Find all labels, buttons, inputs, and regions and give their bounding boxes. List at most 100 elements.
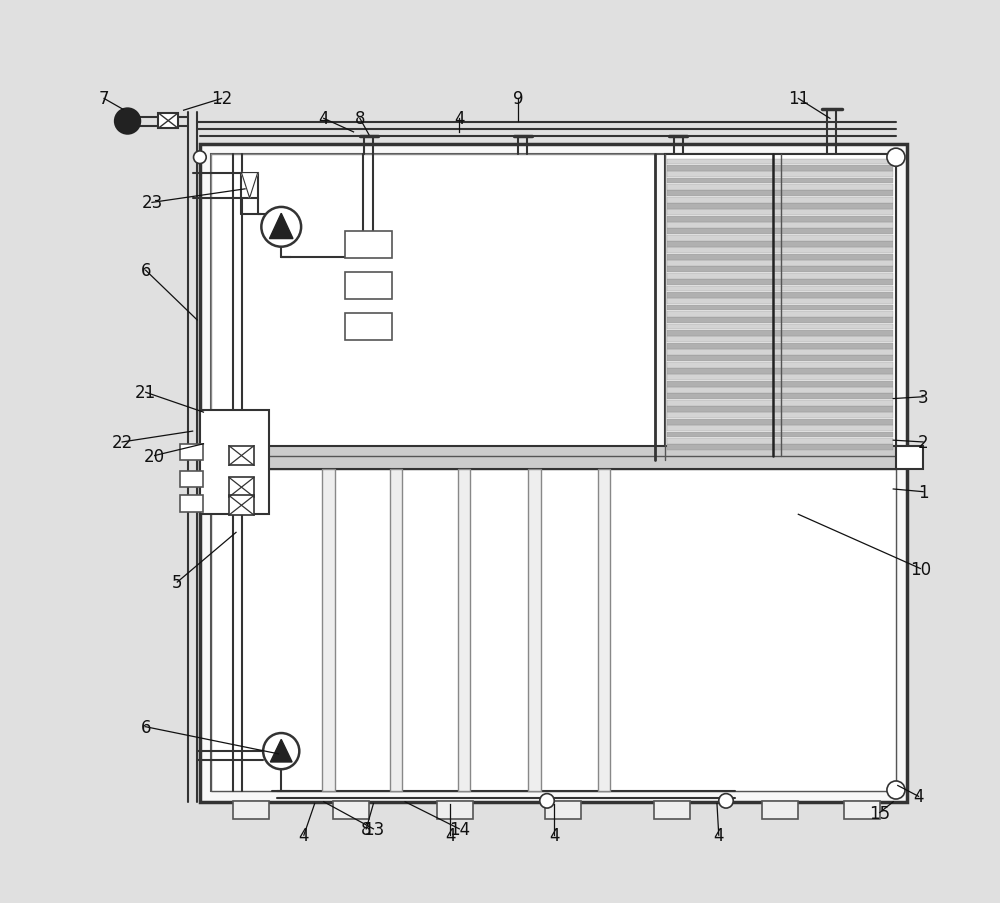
Bar (390, 470, 402, 791)
Bar (667, 425, 893, 432)
Text: 4: 4 (318, 110, 329, 128)
Text: 22: 22 (112, 433, 133, 452)
Bar (667, 210, 893, 216)
Bar (667, 159, 893, 165)
Bar (180, 496, 203, 512)
Bar (667, 381, 893, 387)
Bar (667, 438, 893, 444)
Text: 6: 6 (140, 262, 151, 280)
Text: 9: 9 (513, 90, 523, 108)
Text: 4: 4 (299, 826, 309, 844)
Bar (528, 470, 541, 791)
Text: 7: 7 (99, 90, 109, 108)
Text: 12: 12 (211, 90, 232, 108)
Text: 4: 4 (714, 826, 724, 844)
Bar (667, 198, 893, 203)
Bar (598, 470, 610, 791)
Bar (458, 470, 470, 791)
Text: 21: 21 (135, 384, 156, 402)
Circle shape (887, 149, 905, 167)
Text: 2: 2 (918, 433, 928, 452)
Bar (667, 394, 893, 400)
Bar (667, 267, 893, 273)
Text: 6: 6 (140, 718, 151, 736)
Bar (667, 236, 893, 241)
Bar (667, 255, 893, 260)
Bar (667, 330, 893, 337)
Bar (667, 191, 893, 197)
Polygon shape (269, 214, 293, 239)
Circle shape (719, 794, 733, 808)
Bar (229, 478, 254, 498)
Circle shape (887, 781, 905, 799)
Bar (667, 318, 893, 324)
Text: 4: 4 (445, 826, 456, 844)
Bar (667, 368, 893, 375)
Circle shape (261, 208, 301, 247)
Bar (180, 444, 203, 461)
Bar (345, 232, 392, 259)
Bar (667, 343, 893, 349)
Text: 13: 13 (363, 820, 384, 838)
Bar (667, 337, 893, 343)
Bar (667, 413, 893, 419)
Text: 4: 4 (549, 826, 559, 844)
Bar (200, 411, 269, 515)
Bar (667, 356, 893, 362)
Circle shape (263, 733, 299, 769)
Bar (667, 387, 893, 394)
Bar (667, 349, 893, 356)
Bar (667, 248, 893, 254)
Bar (229, 496, 254, 516)
Text: 5: 5 (172, 573, 183, 591)
Bar (667, 179, 893, 184)
Bar (437, 801, 473, 819)
Bar (229, 446, 254, 466)
Bar (158, 114, 178, 129)
Polygon shape (241, 173, 258, 199)
Bar (322, 470, 335, 791)
Bar (233, 801, 269, 819)
Bar (667, 242, 893, 247)
Text: 14: 14 (449, 820, 470, 838)
Text: 15: 15 (869, 804, 890, 822)
Bar (345, 273, 392, 300)
Polygon shape (270, 740, 292, 762)
Bar (345, 313, 392, 340)
Bar (665, 155, 896, 456)
Text: 8: 8 (361, 820, 371, 838)
Bar (762, 801, 798, 819)
Bar (333, 801, 369, 819)
Text: 11: 11 (788, 90, 809, 108)
Bar (667, 324, 893, 330)
Bar (545, 801, 581, 819)
Bar (667, 261, 893, 266)
Bar (667, 419, 893, 425)
Bar (667, 274, 893, 279)
Bar (844, 801, 880, 819)
Bar (667, 204, 893, 209)
Text: 4: 4 (454, 110, 465, 128)
Text: 3: 3 (918, 388, 928, 406)
Bar (667, 286, 893, 292)
Bar (667, 305, 893, 312)
Bar (667, 172, 893, 178)
Bar (667, 280, 893, 285)
Text: 20: 20 (144, 447, 165, 465)
Bar (241, 173, 258, 199)
Bar (654, 801, 690, 819)
Bar (667, 362, 893, 368)
Text: 4: 4 (913, 787, 924, 805)
Bar (211, 470, 896, 791)
Text: 23: 23 (141, 194, 163, 212)
Circle shape (540, 794, 554, 808)
Bar (211, 155, 655, 447)
Bar (200, 447, 907, 470)
Bar (211, 155, 896, 791)
Bar (667, 444, 893, 451)
Bar (667, 432, 893, 438)
Text: 8: 8 (355, 110, 365, 128)
Bar (667, 293, 893, 298)
Text: 1: 1 (918, 483, 928, 501)
Text: 10: 10 (910, 560, 931, 578)
